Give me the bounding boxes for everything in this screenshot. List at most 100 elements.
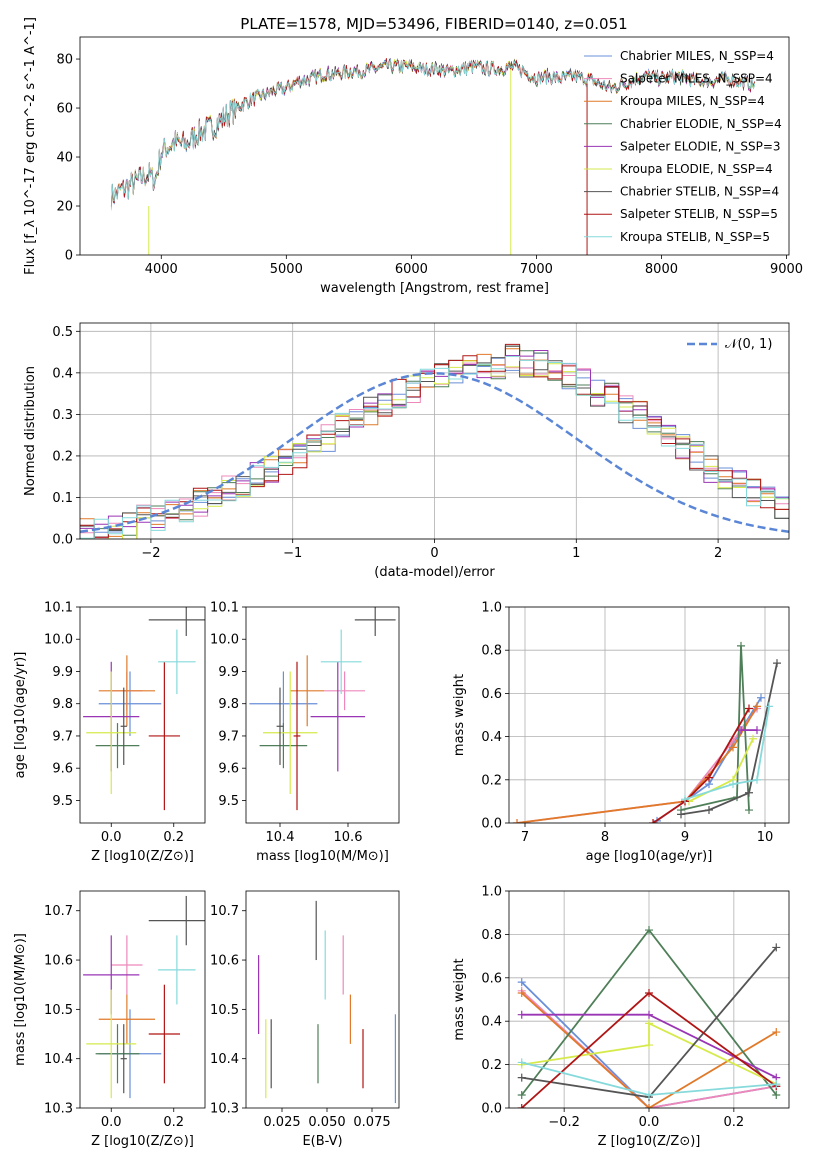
mw-z-panel: −0.2 0.0 0.2 0.0 0.2 0.4 0.6 0.8 1.0 Z [log10(Z/Z… bbox=[452, 885, 790, 1149]
y-tick-label: 0.8 bbox=[481, 928, 502, 943]
y-tick-label: 80 bbox=[56, 53, 73, 68]
y-tick-label: 0.5 bbox=[52, 325, 73, 340]
data-point bbox=[772, 1080, 781, 1089]
data-point bbox=[753, 726, 761, 735]
figure-title: PLATE=1578, MJD=53496, FIBERID=0140, z=0… bbox=[240, 15, 627, 33]
x-axis-label: Z [log10(Z/Z⊙)] bbox=[91, 1134, 194, 1149]
y-axis-label: age [log10(age/yr)] bbox=[13, 652, 28, 779]
axes-frame bbox=[245, 890, 400, 1109]
y-tick-label: 9.8 bbox=[218, 697, 239, 712]
data-point bbox=[745, 704, 753, 713]
y-tick-label: 10.5 bbox=[210, 1003, 239, 1018]
y-tick-label: 60 bbox=[56, 102, 73, 117]
axes-frame bbox=[79, 890, 206, 1109]
x-tick-label: 9 bbox=[681, 830, 689, 845]
x-tick-label: 0.0 bbox=[639, 1115, 660, 1130]
data-point bbox=[517, 1104, 526, 1108]
y-tick-label: 9.5 bbox=[52, 794, 73, 809]
y-axis-label: mass [log10(M/M⊙)] bbox=[13, 933, 28, 1066]
y-tick-label: 0.3 bbox=[52, 408, 73, 423]
data-point bbox=[517, 1058, 526, 1067]
x-axis-label: (data-model)/error bbox=[374, 565, 495, 580]
x-tick-label: 0.0 bbox=[101, 1115, 122, 1130]
data-point bbox=[772, 1090, 781, 1099]
data-point bbox=[705, 806, 713, 815]
x-tick-label: 5000 bbox=[270, 262, 303, 277]
spectrum-marks bbox=[110, 57, 755, 255]
axes-frame bbox=[79, 606, 206, 824]
x-tick-label: 0.2 bbox=[163, 830, 184, 845]
legend-label: Salpeter MILES, N_SSP=4 bbox=[620, 72, 773, 86]
age-mass-panel: 10.4 10.6 9.5 9.6 9.7 9.8 9.9 10.0 10.1 mass [log… bbox=[210, 601, 400, 864]
data-point bbox=[729, 780, 737, 789]
series-line bbox=[521, 990, 777, 1108]
spectrum-legend: Chabrier MILES, N_SSP=4 Salpeter MILES, N… bbox=[584, 49, 782, 244]
y-tick-label: 0.6 bbox=[481, 687, 502, 702]
y-tick-label: 0.4 bbox=[52, 366, 73, 381]
series-line bbox=[521, 1021, 777, 1085]
histogram-step bbox=[80, 343, 789, 538]
x-tick-label: 10.6 bbox=[334, 830, 363, 845]
y-tick-label: 10.6 bbox=[210, 954, 239, 969]
data-point bbox=[772, 1028, 781, 1037]
y-tick-label: 1.0 bbox=[481, 885, 502, 900]
residual-marks bbox=[80, 343, 789, 539]
y-tick-label: 9.8 bbox=[52, 697, 73, 712]
data-point bbox=[729, 743, 737, 752]
residual-panel: −2 −1 0 1 2 0.0 0.1 0.2 0.3 0.4 0.5 (data-model)/er… bbox=[23, 322, 790, 580]
x-tick-label: 0 bbox=[430, 546, 438, 561]
legend-label: Chabrier ELODIE, N_SSP=4 bbox=[620, 117, 782, 131]
x-tick-label: 8 bbox=[601, 830, 609, 845]
histogram-step bbox=[80, 360, 789, 539]
x-tick-label: −0.2 bbox=[548, 1115, 580, 1130]
y-tick-label: 10.4 bbox=[210, 1052, 239, 1067]
x-tick-label: −1 bbox=[283, 546, 302, 561]
x-tick-label: 2 bbox=[714, 546, 722, 561]
data-point bbox=[645, 1019, 653, 1028]
x-axis-label: E(B-V) bbox=[302, 1134, 342, 1149]
x-tick-label: 0.2 bbox=[724, 1115, 745, 1130]
data-point bbox=[517, 1010, 526, 1019]
axes-frame bbox=[79, 322, 790, 540]
y-axis-label: Normed distribution bbox=[23, 366, 38, 496]
data-point bbox=[737, 641, 745, 650]
data-point bbox=[749, 734, 757, 743]
y-axis-label: mass weight bbox=[452, 958, 467, 1040]
y-tick-label: 0.0 bbox=[481, 817, 502, 832]
data-point bbox=[745, 788, 753, 797]
y-tick-label: 0.0 bbox=[52, 533, 73, 548]
series-line bbox=[680, 645, 750, 811]
data-point bbox=[773, 659, 781, 668]
histogram-step bbox=[80, 355, 789, 539]
data-point bbox=[681, 795, 689, 804]
y-tick-label: 0.2 bbox=[481, 1058, 502, 1073]
y-axis-label: Flux [f_λ 10^-17 erg cm^-2 s^-1 A^-1] bbox=[23, 17, 38, 275]
data-point bbox=[753, 702, 761, 711]
legend-label: 𝒩(0, 1) bbox=[725, 337, 772, 352]
y-tick-label: 10.1 bbox=[44, 601, 73, 616]
legend-label: Kroupa STELIB, N_SSP=5 bbox=[620, 230, 770, 244]
y-tick-label: 9.9 bbox=[52, 665, 73, 680]
y-axis-label: mass weight bbox=[452, 674, 467, 756]
y-tick-label: 10.1 bbox=[210, 601, 239, 616]
legend-label: Chabrier MILES, N_SSP=4 bbox=[620, 49, 774, 63]
data-point bbox=[513, 819, 521, 823]
legend-label: Salpeter STELIB, N_SSP=5 bbox=[620, 207, 778, 221]
data-point bbox=[517, 1090, 526, 1099]
x-tick-label: 10 bbox=[757, 830, 774, 845]
x-tick-label: −2 bbox=[141, 546, 160, 561]
x-tick-label: 0.075 bbox=[353, 1115, 390, 1130]
y-tick-label: 9.6 bbox=[218, 762, 239, 777]
y-tick-label: 10.3 bbox=[210, 1102, 239, 1117]
y-tick-label: 0.6 bbox=[481, 971, 502, 986]
age-z-panel: 0.0 0.2 9.5 9.6 9.7 9.8 9.9 10.0 10.1 Z [log10(Z/… bbox=[13, 601, 206, 864]
x-tick-label: 7000 bbox=[520, 262, 553, 277]
x-tick-label: 6000 bbox=[395, 262, 428, 277]
data-point bbox=[757, 693, 765, 702]
legend-label: Salpeter ELODIE, N_SSP=3 bbox=[620, 139, 781, 153]
age-mass-marks bbox=[249, 607, 396, 811]
y-tick-label: 40 bbox=[56, 151, 73, 166]
y-tick-label: 0.1 bbox=[52, 491, 73, 506]
axes-frame bbox=[508, 890, 790, 1109]
